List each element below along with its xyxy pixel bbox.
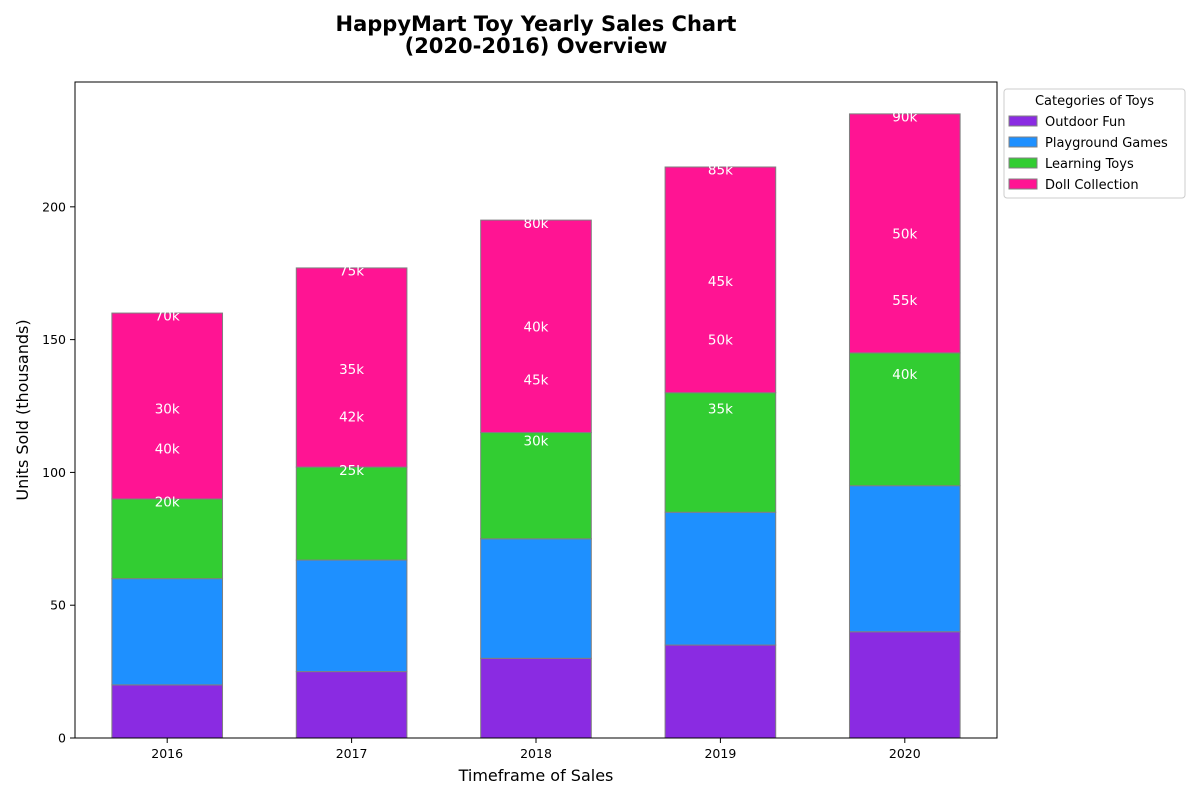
bar-outdoor-fun-2019	[664, 644, 777, 739]
legend-swatch-doll-collection	[1008, 178, 1038, 190]
bar-playground-games-2020	[848, 485, 961, 633]
legend-entry-outdoor-fun: Outdoor Fun	[1045, 115, 1125, 130]
data-label: 80k	[524, 216, 549, 232]
legend-box	[1003, 88, 1186, 199]
data-label: 40k	[892, 367, 917, 383]
chart-title-line-2: (2020-2016) Overview	[405, 34, 668, 58]
data-label: 75k	[339, 264, 364, 280]
legend-swatch-playground-games	[1008, 136, 1038, 148]
data-label: 50k	[892, 226, 917, 242]
legend-title: Categories of Toys	[1035, 94, 1154, 109]
y-tick-label: 150	[42, 332, 66, 347]
data-label: 20k	[155, 495, 180, 511]
data-label: 50k	[708, 333, 733, 349]
legend-entry-doll-collection: Doll Collection	[1045, 178, 1139, 193]
chart-title: HappyMart Toy Yearly Sales Chart(2020-20…	[336, 12, 737, 58]
y-axis-label: Units Sold (thousands)	[13, 319, 32, 500]
bar-outdoor-fun-2018	[480, 657, 592, 739]
legend-entry-learning-toys: Learning Toys	[1045, 157, 1134, 172]
data-label: 35k	[339, 362, 364, 378]
bar-doll-collection-2020	[848, 113, 961, 354]
y-tick-label: 100	[42, 465, 66, 480]
bar-playground-games-2017	[295, 559, 408, 673]
data-label: 30k	[524, 434, 549, 450]
data-label: 55k	[892, 293, 917, 309]
bar-learning-toys-2018	[480, 432, 592, 540]
y-tick-label: 50	[50, 598, 66, 613]
chart-title-line-1: HappyMart Toy Yearly Sales Chart	[336, 12, 737, 36]
data-label: 35k	[708, 402, 733, 418]
data-label: 40k	[524, 319, 549, 335]
bar-learning-toys-2017	[295, 466, 408, 561]
legend: Categories of Toys Outdoor Fun Playground …	[1003, 88, 1186, 199]
data-label: 85k	[708, 163, 733, 179]
bar-learning-toys-2019	[664, 392, 777, 513]
data-labels-layer: 70k 30k 40k 20k 75k 35k 42k 25k 80k 40k 45k 30k 85k 4…	[155, 110, 918, 511]
x-tick-label: 2016	[151, 746, 183, 761]
x-tick-label: 2018	[520, 746, 552, 761]
y-tick-label: 200	[42, 199, 66, 214]
legend-entry-playground-games: Playground Games	[1045, 136, 1168, 151]
data-label: 45k	[524, 372, 549, 388]
bar-doll-collection-2018	[480, 219, 592, 434]
legend-swatch-outdoor-fun	[1008, 115, 1038, 127]
data-label: 30k	[155, 402, 180, 418]
x-tick-label: 2019	[704, 746, 736, 761]
data-label: 90k	[892, 110, 917, 126]
bar-playground-games-2019	[664, 511, 777, 646]
bar-doll-collection-2017	[295, 267, 408, 468]
y-axis-ticks: 0 50 100 150 200	[42, 199, 75, 746]
x-axis-ticks: 2016 2017 2018 2019 2020	[151, 738, 921, 761]
bar-doll-collection-2016	[111, 312, 224, 500]
data-label: 45k	[708, 274, 733, 290]
bar-learning-toys-2016	[111, 498, 224, 580]
bar-outdoor-fun-2016	[111, 684, 224, 739]
y-tick-label: 0	[58, 731, 66, 746]
bar-outdoor-fun-2020	[848, 631, 961, 739]
legend-swatch-learning-toys	[1008, 157, 1038, 169]
data-label: 25k	[339, 463, 364, 479]
bar-playground-games-2016	[111, 578, 224, 686]
bar-doll-collection-2019	[664, 166, 777, 394]
x-tick-label: 2017	[336, 746, 368, 761]
bar-playground-games-2018	[480, 538, 592, 659]
data-label: 42k	[339, 410, 364, 426]
x-axis-label: Timeframe of Sales	[458, 766, 614, 785]
bar-outdoor-fun-2017	[295, 671, 408, 739]
data-label: 40k	[155, 442, 180, 458]
bars-layer	[111, 113, 961, 739]
x-tick-label: 2020	[889, 746, 921, 761]
data-label: 70k	[155, 309, 180, 325]
